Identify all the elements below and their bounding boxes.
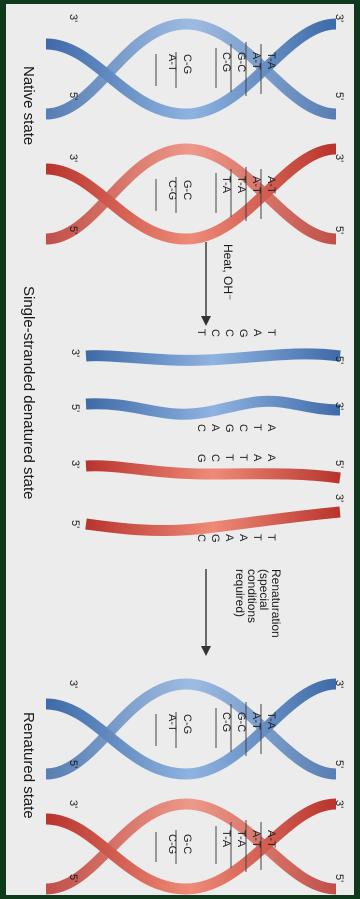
strand-base-label: A — [251, 454, 263, 462]
end-3-strand1: 3' — [69, 349, 81, 357]
end-3-renat-blue-right: 3' — [333, 680, 345, 688]
base-pair-label: T-A — [220, 176, 232, 194]
strand-base-label: A — [209, 424, 221, 432]
end-5-renat-red-left: 5' — [67, 874, 79, 882]
native-state-label: Native state — [20, 66, 37, 145]
single-strand-4 — [86, 512, 340, 531]
strand-base-label: T — [251, 424, 263, 431]
end-3-strand3: 3' — [69, 460, 81, 468]
strand-base-label: T — [251, 534, 263, 541]
end-5-strand3: 5' — [333, 460, 345, 468]
end-5-native-red-left: 5' — [67, 226, 79, 234]
strand-base-label: G — [209, 534, 221, 543]
strand-base-label: C — [209, 454, 221, 462]
strand-base-label: C — [223, 329, 235, 337]
base-pair-label: T-A — [265, 52, 277, 70]
single-stranded-state-label: Single-stranded denatured state — [20, 286, 37, 499]
renatured-state-label: Renatured state — [20, 712, 37, 819]
end-3-native-red-right: 3' — [333, 154, 345, 162]
end-5-renat-blue-left: 5' — [67, 760, 79, 768]
base-pair-label: A-T — [166, 714, 178, 732]
base-pair-label: T-A — [235, 176, 247, 194]
base-pair-label: C-G — [220, 52, 232, 72]
strand-base-label: G — [223, 424, 235, 433]
strand-base-label: C — [195, 534, 207, 542]
end-3-native-red-left: 3' — [67, 154, 79, 162]
strand-base-label: C — [209, 329, 221, 337]
end-5-strand2: 5' — [69, 404, 81, 412]
end-3-native-blue-right: 3' — [333, 14, 345, 22]
heat-arrow — [201, 242, 211, 326]
single-strand-3 — [86, 466, 340, 478]
end-5-renat-blue-right: 5' — [333, 760, 345, 768]
base-pair-label: A-T — [265, 830, 277, 848]
strand-base-label: T — [223, 454, 235, 461]
base-pair-label: T-A — [265, 712, 277, 730]
strand-base-label: T — [265, 534, 277, 541]
base-pair-label: G-C — [181, 180, 193, 200]
end-3-native-blue-left: 3' — [67, 14, 79, 22]
strand-base-label: G — [195, 454, 207, 463]
base-pair-label: T-A — [235, 830, 247, 848]
end-5-strand1: 5' — [333, 356, 345, 364]
base-pair-label: C-G — [181, 714, 193, 734]
end-5-strand4: 5' — [69, 520, 81, 528]
end-3-strand4: 3' — [333, 494, 345, 502]
end-3-strand2: 3' — [333, 402, 345, 410]
base-pair-label: A-T — [250, 830, 262, 848]
strand-base-label: T — [195, 329, 207, 336]
heat-label: Heat, OH⁻ — [221, 244, 235, 300]
base-pair-label: T-A — [220, 830, 232, 848]
strand-base-label: G — [237, 329, 249, 338]
base-pair-label: G-C — [235, 712, 247, 732]
strand-base-label: C — [237, 424, 249, 432]
strand-base-label: T — [265, 329, 277, 336]
end-3-renat-red-right: 3' — [333, 800, 345, 808]
single-strand-1 — [86, 354, 340, 361]
base-pair-label: A-T — [265, 176, 277, 194]
base-pair-label: G-C — [181, 834, 193, 854]
base-pair-label: A-T — [250, 52, 262, 70]
strand-base-label: A — [223, 534, 235, 542]
diagram-canvas: Native state Single-stranded denatured st… — [6, 4, 354, 895]
base-pair-label: C-G — [220, 712, 232, 732]
base-pair-label: C-G — [181, 54, 193, 74]
strand-base-label: C — [195, 424, 207, 432]
end-5-native-red-right: 5' — [333, 226, 345, 234]
end-5-native-blue-left: 5' — [67, 92, 79, 100]
base-pair-label: C-G — [166, 834, 178, 854]
base-pair-label: A-T — [250, 712, 262, 730]
single-strand-2 — [86, 401, 340, 414]
end-3-renat-red-left: 3' — [67, 800, 79, 808]
base-pair-label: A-T — [250, 176, 262, 194]
base-pair-label: C-G — [166, 180, 178, 200]
dna-denaturation-diagram: Native state Single-stranded denatured st… — [6, 4, 354, 895]
base-pair-label: A-T — [166, 54, 178, 72]
strand-base-label: A — [251, 329, 263, 337]
end-3-renat-blue-left: 3' — [67, 680, 79, 688]
strand-base-label: A — [265, 424, 277, 432]
strand-base-label: A — [237, 534, 249, 542]
strand-base-label: T — [237, 454, 249, 461]
end-5-native-blue-right: 5' — [333, 92, 345, 100]
end-5-renat-red-right: 5' — [333, 874, 345, 882]
strand-base-label: A — [265, 454, 277, 462]
renaturation-label-line: required) — [233, 569, 247, 617]
renaturation-arrow — [201, 569, 211, 656]
base-pair-label: G-C — [235, 52, 247, 72]
